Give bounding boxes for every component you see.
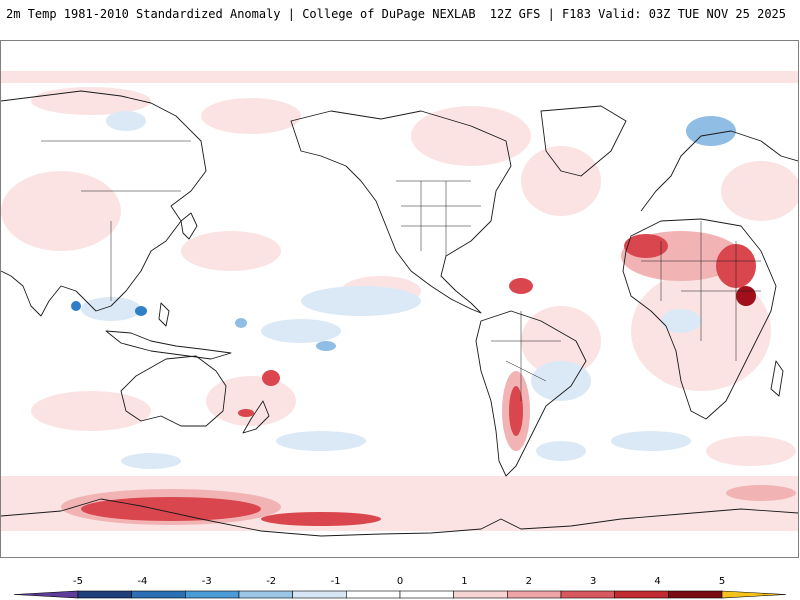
map-title: 2m Temp 1981-2010 Standardized Anomaly |…	[6, 7, 476, 21]
coastline-north-america	[290, 110, 512, 314]
anomaly-map	[0, 40, 799, 558]
colorbar-tick-label: -2	[266, 576, 276, 587]
cold-anomaly-region	[121, 453, 181, 469]
colorbar-segment	[453, 590, 508, 599]
warm-anomaly-region	[736, 286, 756, 306]
coastline-antarctica	[1, 498, 798, 537]
colorbar-segment	[399, 590, 454, 599]
coastline-madagascar	[770, 360, 784, 397]
colorbar-segment	[131, 590, 186, 599]
cold-anomaly-region	[135, 306, 147, 316]
colorbar-bar	[13, 590, 787, 599]
cold-anomaly-region	[536, 441, 586, 461]
warm-anomaly-region	[206, 376, 296, 426]
cold-anomaly-region	[531, 361, 591, 401]
warm-anomaly-region	[624, 234, 668, 258]
model-run-info: 12Z GFS | F183 Valid: 03Z TUE NOV 25 202…	[489, 7, 786, 21]
colorbar-segment	[238, 590, 293, 599]
warm-anomaly-region	[509, 386, 523, 436]
warm-anomaly-region	[1, 71, 798, 83]
colorbar-segment	[668, 590, 723, 599]
colorbar-tick-labels: -5 -4 -3 -2 -1 0 1 2 3 4 5	[73, 576, 725, 587]
political-borders	[41, 140, 761, 401]
colorbar-tick-label: -1	[331, 576, 341, 587]
warm-anomaly-region	[31, 87, 151, 115]
colorbar: -5 -4 -3 -2 -1 0 1 2 3 4 5	[0, 562, 800, 600]
warm-anomaly-region	[262, 370, 280, 386]
colorbar-tick-label: -4	[137, 576, 147, 587]
warm-anomaly-region	[261, 512, 381, 526]
colorbar-segment	[185, 590, 240, 599]
warm-anomaly-region	[201, 98, 301, 134]
cold-anomaly-region	[71, 301, 81, 311]
colorbar-segment	[614, 590, 669, 599]
warm-anomaly-region	[509, 278, 533, 294]
warm-anomaly-region	[521, 146, 601, 216]
colorbar-segment	[346, 590, 401, 599]
coastline-africa	[622, 218, 777, 420]
cold-anomaly-region	[81, 297, 141, 321]
warm-anomaly-region	[411, 106, 531, 166]
map-canvas	[1, 71, 798, 537]
colorbar-tick-label: -3	[202, 576, 212, 587]
cold-anomaly-region	[301, 286, 421, 316]
coastline-philippines	[158, 302, 170, 327]
colorbar-segment	[77, 590, 132, 599]
coastline-new-zealand	[242, 400, 270, 434]
cold-anomaly-region	[106, 111, 146, 131]
anomaly-shading	[1, 71, 798, 531]
colorbar-tick-label: 3	[590, 576, 596, 587]
coastline-greenland	[540, 105, 627, 177]
warm-anomaly-region	[706, 436, 796, 466]
colorbar-tick-label: 1	[461, 576, 467, 587]
cold-anomaly-region	[316, 341, 336, 351]
colorbar-tick-label: 0	[397, 576, 403, 587]
warm-anomaly-region	[726, 485, 796, 501]
colorbar-min-extension	[13, 590, 79, 599]
coastline-indonesia	[105, 330, 232, 360]
warm-anomaly-region	[721, 161, 798, 221]
cold-anomaly-region	[235, 318, 247, 328]
colorbar-tick-label: 5	[719, 576, 725, 587]
map-header: 2m Temp 1981-2010 Standardized Anomaly |…	[0, 0, 800, 36]
coastline-south-america	[475, 310, 587, 477]
colorbar-segment	[292, 590, 347, 599]
coastline-australia	[120, 355, 227, 427]
colorbar-tick-label: 4	[654, 576, 660, 587]
colorbar-segment	[507, 590, 562, 599]
colorbar-canvas: -5 -4 -3 -2 -1 0 1 2 3 4 5	[13, 576, 787, 599]
warm-anomaly-region	[181, 231, 281, 271]
colorbar-tick-label: -5	[73, 576, 83, 587]
cold-anomaly-region	[611, 431, 691, 451]
warm-anomaly-region	[31, 391, 151, 431]
colorbar-max-extension	[721, 590, 787, 599]
warm-anomaly-region	[1, 171, 121, 251]
cold-anomaly-region	[661, 309, 701, 333]
coastline-japan	[180, 212, 198, 240]
colorbar-tick-label: 2	[526, 576, 532, 587]
cold-anomaly-region	[261, 319, 341, 343]
coastline-europe	[640, 130, 798, 212]
coastline-asia	[1, 90, 207, 317]
warm-anomaly-region	[238, 409, 254, 417]
colorbar-segment	[560, 590, 615, 599]
cold-anomaly-region	[276, 431, 366, 451]
coastlines	[1, 90, 798, 537]
